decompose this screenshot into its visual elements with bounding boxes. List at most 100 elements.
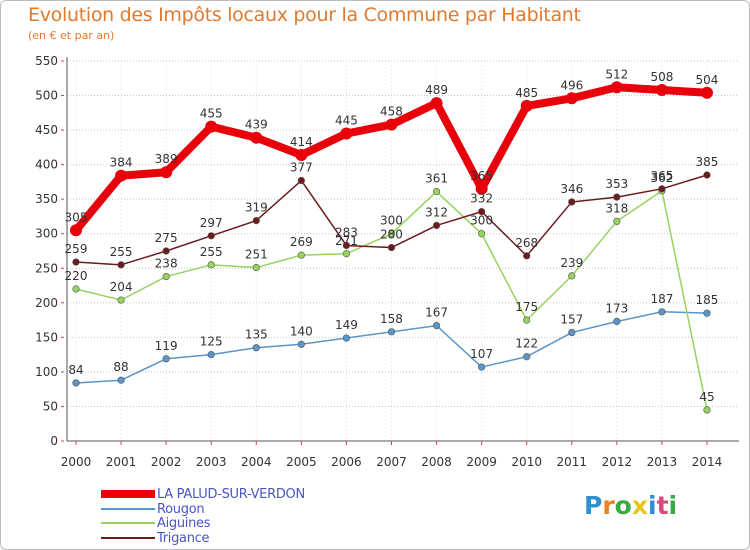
- data-label: 84: [68, 363, 83, 377]
- data-label: 319: [245, 201, 268, 215]
- legend-item-aiguines[interactable]: Aiguines: [101, 516, 211, 531]
- x-tick-label: 2001: [106, 455, 137, 469]
- data-label: 458: [380, 105, 403, 119]
- data-label: 107: [470, 347, 493, 361]
- legend-swatch: [101, 490, 155, 498]
- legend-swatch: [101, 522, 155, 524]
- logo-letter: t: [656, 491, 669, 520]
- data-label: 508: [650, 70, 673, 84]
- y-tick-label: 250: [35, 261, 58, 275]
- data-label: 119: [155, 339, 178, 353]
- data-label: 167: [425, 306, 448, 320]
- data-label: 318: [605, 201, 628, 215]
- chart-subtitle: (en € et par an): [28, 29, 115, 42]
- y-tick-label: 300: [35, 227, 58, 241]
- data-point: [342, 250, 351, 258]
- data-label: 312: [425, 205, 448, 219]
- data-label: 365: [650, 169, 673, 183]
- x-tick-label: 2004: [241, 455, 272, 469]
- y-tick-label: 400: [35, 158, 58, 172]
- legend-item-la-palud[interactable]: LA PALUD-SUR-VERDON: [101, 486, 305, 502]
- y-tick-label: 200: [35, 296, 58, 310]
- data-label: 158: [380, 312, 403, 326]
- data-point: [117, 296, 125, 304]
- data-point: [115, 169, 128, 182]
- x-tick-label: 2008: [421, 455, 452, 469]
- x-tick-label: 2013: [647, 455, 678, 469]
- data-point: [475, 182, 488, 195]
- data-point: [297, 251, 305, 259]
- data-label: 187: [650, 292, 673, 306]
- data-label: 489: [425, 83, 448, 97]
- x-tick-label: 2012: [602, 455, 633, 469]
- data-label: 305: [65, 210, 88, 224]
- x-tick-label: 2009: [466, 455, 497, 469]
- data-label: 185: [696, 293, 719, 307]
- data-label: 280: [380, 228, 403, 242]
- axes: 0 50 100 150 200 250 300 350 400 450 500 550 2000 200…: [35, 54, 739, 469]
- data-label: 259: [65, 242, 88, 256]
- data-label: 122: [515, 337, 538, 351]
- data-point: [568, 328, 576, 337]
- data-label: 271: [335, 234, 358, 248]
- data-label: 297: [200, 216, 223, 230]
- data-point: [297, 176, 305, 185]
- logo-letter: x: [631, 491, 648, 520]
- logo-letter: P: [584, 491, 603, 520]
- y-tick-label: 150: [35, 330, 58, 344]
- data-label: 239: [560, 256, 583, 270]
- data-point: [252, 217, 260, 225]
- data-label: 125: [200, 335, 223, 349]
- data-label: 283: [335, 225, 358, 239]
- data-label: 255: [200, 245, 223, 259]
- data-point: [520, 99, 533, 112]
- data-point: [72, 379, 80, 387]
- data-point: [703, 406, 711, 414]
- x-tick-label: 2000: [61, 455, 92, 469]
- logo-letter: i: [648, 491, 657, 520]
- data-label: 439: [245, 118, 268, 132]
- legend-label: Trigance: [157, 530, 210, 546]
- y-tick-label: 0: [50, 434, 58, 448]
- data-point: [72, 258, 80, 266]
- x-tick-label: 2010: [511, 455, 542, 469]
- data-point: [613, 317, 621, 326]
- data-point: [658, 185, 666, 193]
- data-point: [523, 353, 531, 361]
- data-point: [523, 252, 531, 260]
- x-tick-label: 2005: [286, 455, 317, 469]
- y-tick-label: 100: [35, 365, 58, 379]
- data-point: [162, 272, 170, 281]
- data-point: [385, 118, 398, 131]
- legend-item-trigance[interactable]: Trigance: [101, 530, 210, 546]
- data-label: 157: [560, 313, 583, 327]
- data-point: [432, 322, 441, 330]
- y-tick-label: 350: [35, 192, 58, 206]
- x-tick-label: 2007: [376, 455, 407, 469]
- data-label: 496: [560, 78, 583, 92]
- legend-item-rougon[interactable]: Rougon: [101, 501, 205, 517]
- data-label: 251: [245, 248, 268, 262]
- data-label: 512: [605, 67, 628, 81]
- data-point: [613, 193, 621, 201]
- data-label: 45: [699, 390, 714, 404]
- data-point: [568, 198, 576, 206]
- data-label: 361: [425, 172, 448, 186]
- data-label: 149: [335, 318, 358, 332]
- data-point: [297, 340, 305, 348]
- data-point: [207, 261, 215, 269]
- data-point: [565, 92, 578, 105]
- legend-label: LA PALUD-SUR-VERDON: [157, 486, 305, 502]
- data-label: 362: [650, 171, 673, 185]
- data-point: [162, 355, 170, 363]
- data-point: [162, 247, 170, 255]
- data-point: [252, 263, 260, 272]
- data-point: [478, 230, 486, 238]
- logo-letter: o: [614, 491, 632, 520]
- legend-label: Rougon: [157, 501, 205, 517]
- data-point: [432, 221, 441, 230]
- data-label: 173: [605, 301, 628, 315]
- y-tick-label: 450: [35, 123, 58, 137]
- data-point: [478, 208, 486, 216]
- x-tick-label: 2014: [692, 455, 723, 469]
